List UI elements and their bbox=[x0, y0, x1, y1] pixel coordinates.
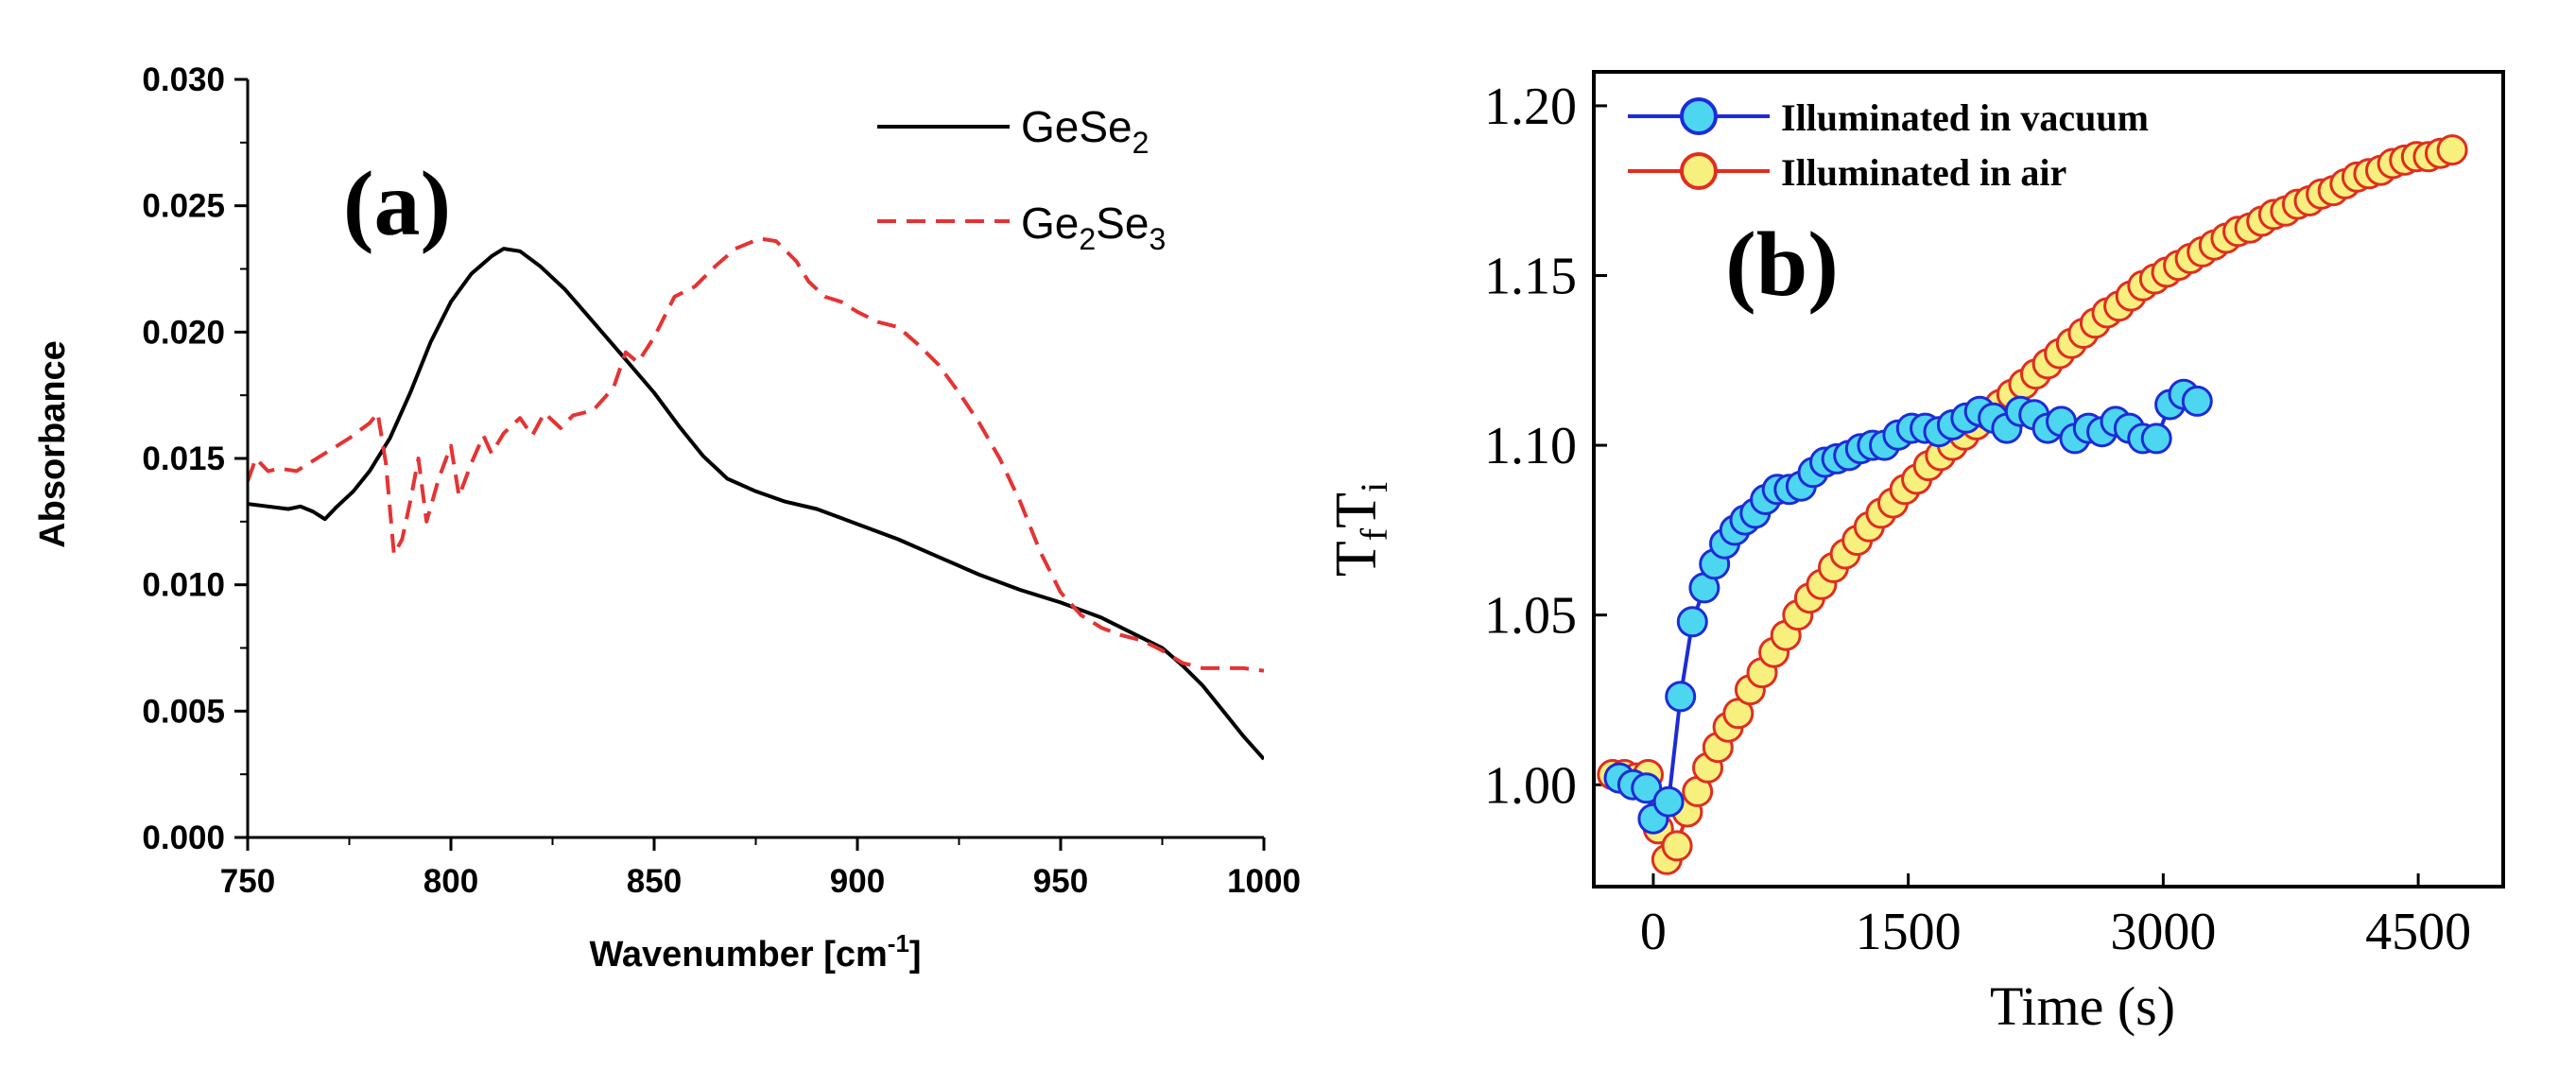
a-series-gese2-line bbox=[248, 247, 1264, 761]
a-series-ge2se3-line bbox=[248, 236, 1264, 673]
a-y-axis-label: Absorbance bbox=[33, 340, 73, 548]
a-y-tick-label: 0.030 bbox=[142, 61, 225, 98]
b-x-tick-label: 3000 bbox=[2110, 903, 2216, 961]
a-y-tick-label: 0.005 bbox=[142, 693, 225, 730]
a-y-tick-label: 0.020 bbox=[142, 314, 225, 351]
b-point-vacuum bbox=[2140, 423, 2172, 455]
b-point-vacuum bbox=[2181, 385, 2213, 417]
b-legend-marker-air bbox=[1680, 152, 1718, 190]
a-y-tick-label: 0.025 bbox=[142, 188, 225, 225]
a-x-tick-label: 800 bbox=[424, 863, 478, 900]
b-y-tick-label: 1.20 bbox=[1484, 78, 1577, 136]
a-legend: GeSe2 Ge2Se3 bbox=[877, 102, 1166, 256]
a-x-axis-label: Wavenumber [cm-1] bbox=[589, 929, 921, 975]
absorbance-chart: 750 800 850 900 950 1000 0.000 0.005 0.010 0.015… bbox=[33, 61, 1301, 975]
a-x-tick-label: 850 bbox=[627, 863, 682, 900]
b-point-vacuum bbox=[1631, 772, 1663, 804]
a-legend-label-ge2se3: Ge2Se3 bbox=[1021, 198, 1166, 256]
b-y-tick-label: 1.05 bbox=[1484, 587, 1577, 646]
b-y-tick-label: 1.10 bbox=[1484, 417, 1577, 475]
a-y-tick-label: 0.010 bbox=[142, 567, 225, 604]
a-y-tick-label: 0.015 bbox=[142, 440, 225, 477]
a-x-tick-label: 900 bbox=[830, 863, 885, 900]
b-point-vacuum bbox=[1652, 785, 1685, 818]
b-point-air bbox=[2436, 134, 2468, 166]
a-x-tick-label: 1000 bbox=[1227, 863, 1301, 900]
b-legend-marker-vacuum bbox=[1680, 97, 1718, 135]
b-point-vacuum bbox=[1676, 606, 1708, 638]
a-x-tick-label: 750 bbox=[220, 863, 275, 900]
b-y-axis-label: TfTi bbox=[1324, 482, 1395, 577]
b-point-vacuum bbox=[1665, 681, 1697, 713]
b-plot-frame bbox=[1592, 70, 2505, 889]
b-x-tick-label: 0 bbox=[1640, 903, 1667, 961]
transmittance-chart: 0 1500 3000 4500 1.00 1.05 1.10 1.15 1.20 Time … bbox=[1324, 70, 2505, 1037]
b-x-tick-label: 1500 bbox=[1856, 903, 1962, 961]
b-legend-label-vacuum: Illuminated in vacuum bbox=[1781, 96, 2149, 139]
b-y-tick-label: 1.15 bbox=[1484, 248, 1577, 306]
a-y-tick-label: 0.000 bbox=[142, 820, 225, 856]
b-x-axis-label: Time (s) bbox=[1990, 975, 2175, 1037]
b-x-tick-label: 4500 bbox=[2365, 903, 2471, 961]
a-panel-label: (a) bbox=[343, 153, 451, 255]
b-panel-label: (b) bbox=[1725, 214, 1839, 316]
b-legend-label-air: Illuminated in air bbox=[1781, 151, 2066, 194]
b-point-air bbox=[1661, 830, 1693, 862]
a-x-tick-label: 950 bbox=[1033, 863, 1088, 900]
b-legend: Illuminated in vacuum Illuminated in air bbox=[1628, 96, 2149, 194]
a-legend-label-gese2: GeSe2 bbox=[1021, 102, 1149, 160]
b-y-tick-label: 1.00 bbox=[1484, 756, 1577, 815]
